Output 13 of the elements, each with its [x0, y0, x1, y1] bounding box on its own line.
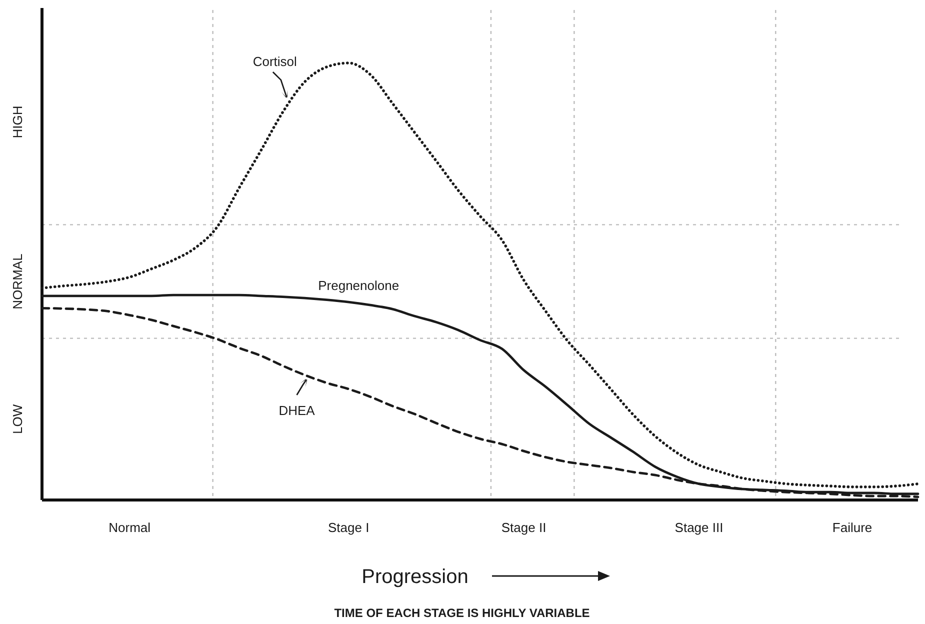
x-tick-label: Normal	[108, 520, 151, 535]
legend-label: DHEA	[278, 403, 316, 418]
text: LOW	[10, 404, 25, 434]
x-tick-label: Stage III	[674, 520, 724, 535]
series-label: Pregnenolone	[318, 278, 400, 294]
x-tick-label: Failure	[832, 520, 872, 535]
text: HIGH	[10, 106, 25, 138]
text: NORMAL	[10, 254, 25, 310]
text: TIME OF EACH STAGE IS HIGHLY VARIABLE	[334, 606, 590, 620]
x-axis-title: Progression	[362, 566, 468, 588]
series-label: Cortisol	[252, 54, 298, 69]
x-tick-label: Stage II	[501, 520, 546, 535]
x-tick-label: Stage I	[328, 520, 370, 535]
